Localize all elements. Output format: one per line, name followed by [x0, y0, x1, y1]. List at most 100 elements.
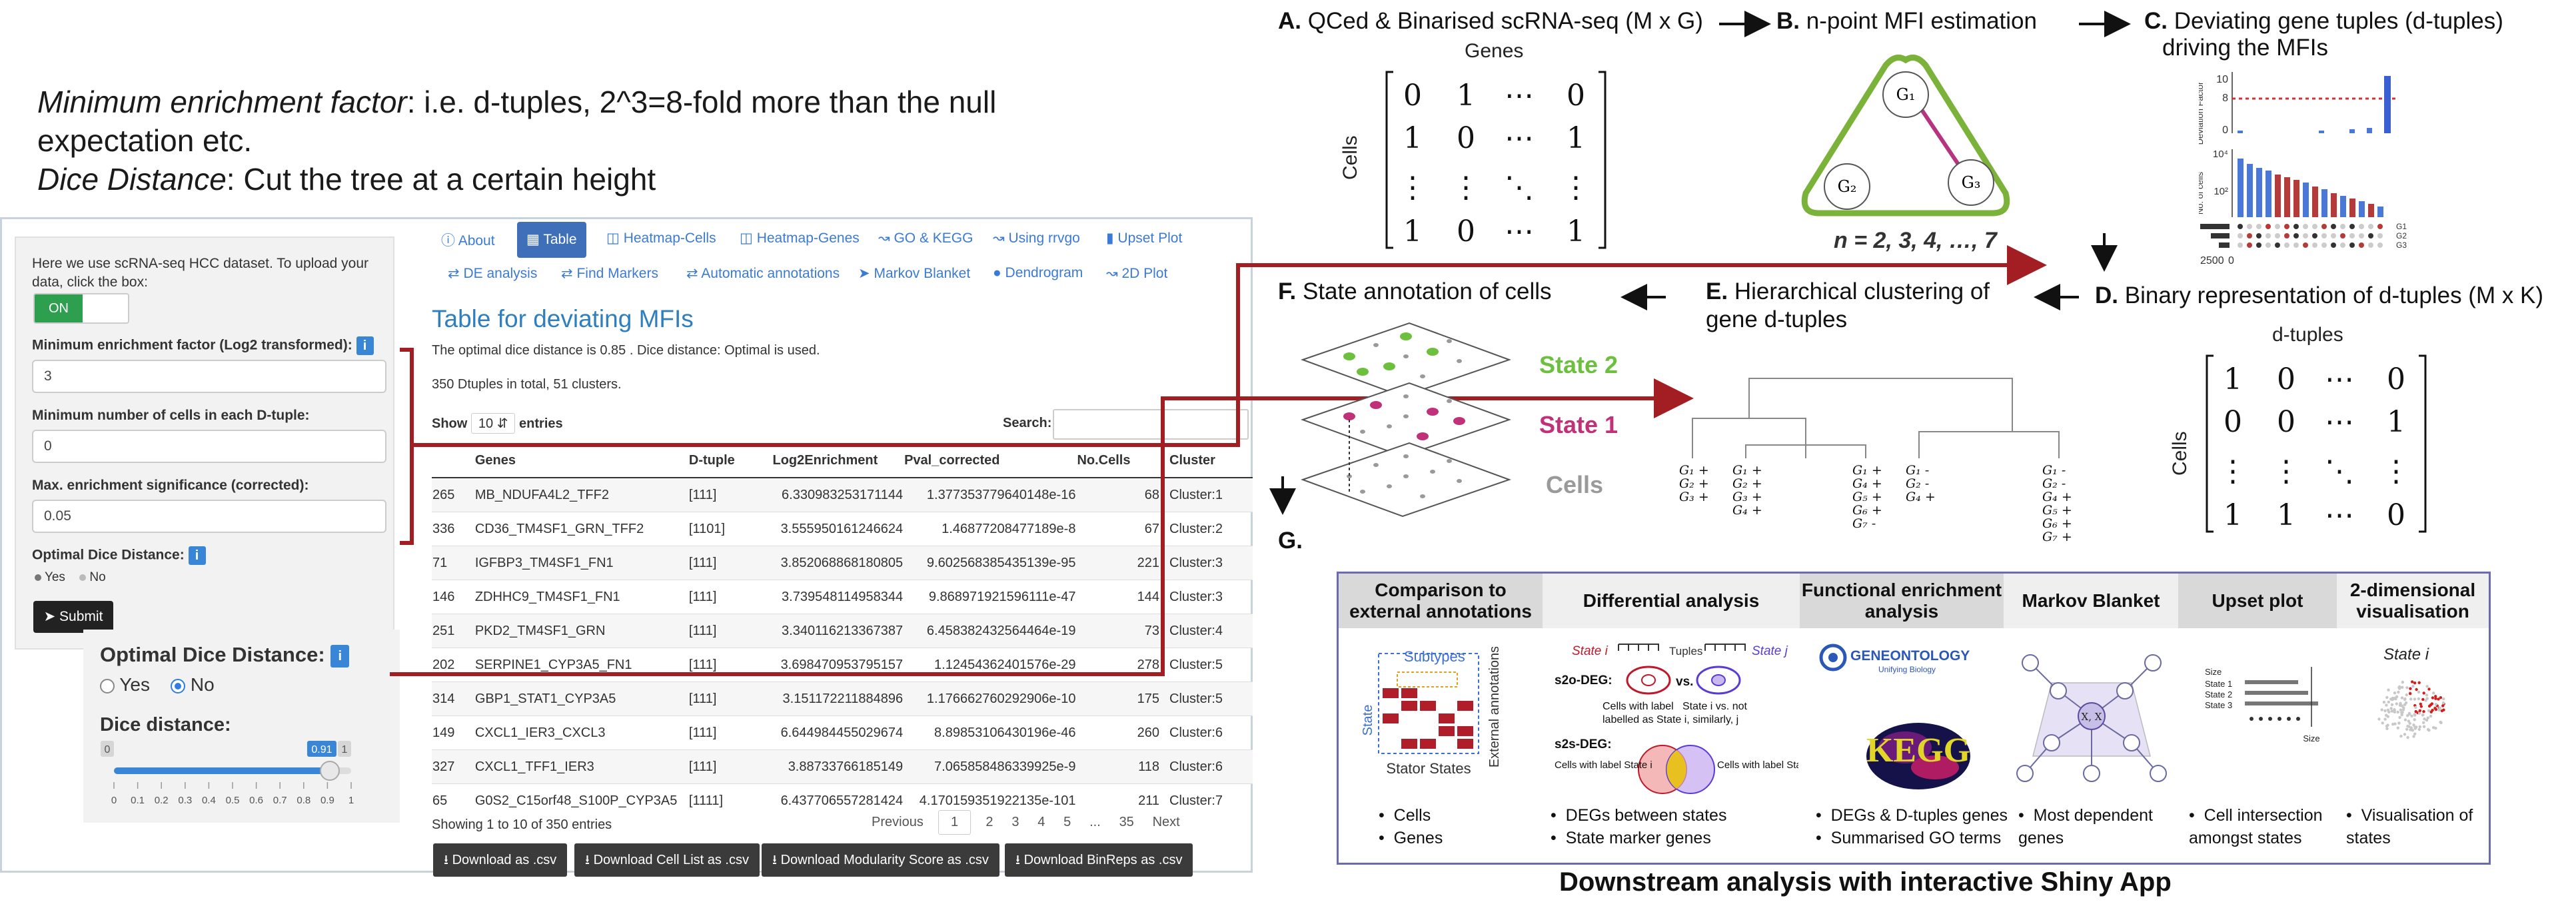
pager-page-3[interactable]: 3 — [1011, 815, 1019, 829]
col-header-genes[interactable]: Genes — [474, 444, 688, 478]
annotation-cell — [1420, 701, 1436, 711]
max-significance-input[interactable]: 0.05 — [32, 500, 386, 533]
table-row[interactable]: 146 ZDHHC9_TM4SF1_FN1 [111] 3.7395481149583… — [432, 580, 1253, 614]
cell-cluster: Cluster:1 — [1160, 477, 1253, 512]
slider-tick-label: 1 — [348, 795, 354, 806]
dendrogram-branches — [1692, 378, 2060, 458]
col-header-log2[interactable]: Log2Enrichment — [772, 444, 904, 478]
scatter-dot — [2399, 708, 2403, 711]
tab-table[interactable]: ▦ Table — [517, 222, 586, 258]
tab-about[interactable]: ⓘ About — [441, 230, 495, 250]
scatter-dot — [2393, 696, 2396, 700]
col-header-cluster[interactable]: Cluster — [1160, 444, 1253, 478]
pager-page-5[interactable]: 5 — [1063, 815, 1071, 829]
download-cell-list-button[interactable]: ⭳ Download Cell List as .csv — [574, 843, 760, 877]
pager-page-1[interactable]: 1 — [938, 810, 971, 835]
col-header-ncells[interactable]: No.Cells — [1076, 444, 1161, 478]
table-row[interactable]: 251 PKD2_TM4SF1_GRN [111] 3.340116213367387… — [432, 614, 1253, 648]
radio-yes-zoom[interactable] — [100, 678, 115, 693]
table-row[interactable]: 314 GBP1_STAT1_CYP3A5 [111] 3.1511722118848… — [432, 682, 1253, 716]
matrix-cell: ⋯ — [2325, 405, 2354, 439]
tab-de-analysis[interactable]: ⇄ DE analysis — [448, 265, 537, 282]
scatter-dot — [2403, 718, 2407, 721]
dendrogram-leaf-label: G₃ + — [1679, 490, 1709, 504]
c-matrix-dot — [2303, 242, 2308, 248]
pager-page-35[interactable]: 35 — [1119, 815, 1134, 829]
table-row[interactable]: 65 G0S2_C15orf48_S100P_CYP3A5 [1111] 6.4377… — [432, 783, 1253, 817]
send-icon: ➤ — [858, 266, 870, 281]
scatter-dot — [2427, 704, 2431, 708]
cell-dot — [1360, 490, 1365, 494]
s2o-vs: vs. — [1676, 675, 1693, 689]
submit-button[interactable]: ➤ Submit — [33, 601, 113, 633]
matrix-cell: ⋯ — [1505, 79, 1534, 113]
pager-next[interactable]: Next — [1152, 815, 1180, 829]
min-enrichment-input[interactable]: 3 — [32, 360, 386, 393]
tab-heatmap-genes[interactable]: ◫ Heatmap-Genes — [740, 230, 860, 246]
ds-head-functional: Functional enrichment analysis — [1800, 574, 2004, 628]
c-count-bar — [2265, 171, 2271, 217]
radio-no[interactable] — [79, 574, 87, 581]
table-row[interactable]: 336 CD36_TM4SF1_GRN_TFF2 [1101] 3.555950161… — [432, 512, 1253, 546]
c-count-bar — [2238, 159, 2244, 217]
go-logo-text: GENEONTOLOGY — [1850, 648, 1970, 664]
scatter-dot — [2442, 697, 2445, 701]
tab-upset[interactable]: ▮ Upset Plot — [1106, 230, 1182, 246]
annotation-cell — [1457, 701, 1473, 711]
tab-rrvgo[interactable]: ↝ Using rrvgo — [993, 230, 1080, 246]
page-length-select[interactable]: 10 ⇵ — [470, 413, 516, 434]
pager-previous[interactable]: Previous — [872, 815, 924, 829]
tab-2d-plot[interactable]: ↝ 2D Plot — [1106, 265, 1167, 282]
scatter-dot — [2430, 702, 2434, 705]
scatter-dot — [2383, 717, 2387, 721]
search-input[interactable] — [1053, 409, 1249, 440]
tab-table-label: Table — [543, 232, 577, 247]
layer-plane — [1301, 322, 1511, 398]
dice-slider[interactable]: 0 0.91 1 0 0.1 0.2 0.3 0.4 0.5 0.6 0.7 0.8 0.9 1 — [97, 738, 383, 818]
download-binreps-button[interactable]: ⭳ Download BinReps as .csv — [1005, 843, 1193, 877]
table-row[interactable]: 327 CXCL1_TFF1_IER3 [111] 3.88733766185149 7… — [432, 749, 1253, 784]
tab-auto-annotations[interactable]: ⇄ Automatic annotations — [686, 265, 840, 282]
col-header-pval[interactable]: Pval_corrected — [904, 444, 1077, 478]
min-cells-input[interactable]: 0 — [32, 430, 386, 463]
tab-go-kegg[interactable]: ↝ GO & KEGG — [878, 230, 973, 246]
cell-log2: 6.644984455029674 — [772, 715, 904, 750]
note-line-3: Dice Distance: Cut the tree at a certain… — [37, 160, 656, 199]
download-csv-button[interactable]: ⭳ Download as .csv — [433, 843, 568, 877]
ds-foot-differential: • DEGs between states • State marker gen… — [1551, 804, 1726, 849]
dendrogram-leaf-label: G₁ + — [1852, 463, 1882, 478]
cell-genes: CXCL1_TFF1_IER3 — [474, 749, 688, 784]
scatter-dot — [2401, 680, 2404, 684]
pager-page-2[interactable]: 2 — [985, 815, 993, 829]
table-row[interactable]: 265 MB_NDUFA4L2_TFF2 [111] 6.33098325317114… — [432, 477, 1253, 512]
tab-markov-blanket[interactable]: ➤ Markov Blanket — [858, 265, 970, 282]
matrix-cell: ⋯ — [1505, 121, 1534, 155]
cell-pval: 4.170159351922135e-101 — [904, 783, 1077, 817]
pager-page-4[interactable]: 4 — [1037, 815, 1045, 829]
panel-c-title-line2: driving the MFIs — [2162, 35, 2328, 61]
scatter-dot — [2419, 705, 2423, 708]
col-header-index[interactable] — [432, 444, 474, 478]
slider-tick-label: 0.6 — [249, 795, 263, 806]
slider-knob[interactable] — [319, 761, 340, 781]
download-modularity-button[interactable]: ⭳ Download Modularity Score as .csv — [762, 843, 999, 877]
info-icon[interactable]: i — [356, 336, 374, 355]
table-row[interactable]: 71 IGFBP3_TM4SF1_FN1 [111] 3.85206886818080… — [432, 546, 1253, 580]
cell-dot — [1373, 463, 1379, 467]
tab-heatmap-cells[interactable]: ◫ Heatmap-Cells — [606, 230, 716, 246]
panel-f-title-text: State annotation of cells — [1302, 278, 1552, 304]
scatter-dot — [2413, 718, 2416, 721]
table-row[interactable]: 149 CXCL1_IER3_CXCL3 [111] 6.64498445502967… — [432, 715, 1253, 750]
branch — [1748, 378, 2013, 432]
tab-find-markers[interactable]: ⇄ Find Markers — [561, 265, 658, 282]
radio-no-zoom[interactable] — [171, 678, 186, 693]
info-icon[interactable]: i — [188, 546, 206, 565]
matrix-cell: ⋮ — [2381, 454, 2411, 488]
tab-dendrogram[interactable]: ● Dendrogram — [993, 265, 1083, 281]
radio-yes[interactable] — [35, 574, 41, 581]
dendrogram-leaf-label: G₂ - — [1906, 476, 1929, 491]
col-header-dtuple[interactable]: D-tuple — [688, 444, 772, 478]
upload-toggle[interactable]: ON — [33, 293, 129, 324]
info-icon[interactable]: i — [330, 644, 350, 668]
scatter-dot — [2434, 703, 2437, 706]
